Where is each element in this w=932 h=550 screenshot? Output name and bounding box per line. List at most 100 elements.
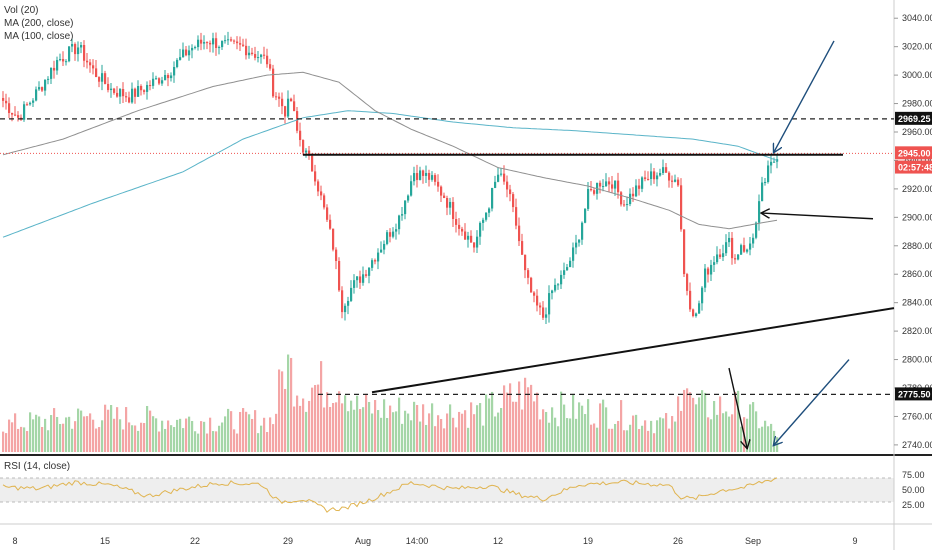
candle-body	[212, 38, 215, 45]
candle-body	[467, 235, 470, 240]
candle-body	[713, 262, 716, 265]
volume-bar	[281, 371, 284, 452]
candle-body	[725, 242, 728, 254]
volume-bar	[77, 408, 80, 452]
volume-bar	[131, 425, 134, 452]
candle-body	[449, 201, 452, 208]
volume-bar	[560, 391, 563, 452]
volume-bar	[257, 433, 260, 452]
candle-body	[662, 167, 665, 174]
volume-bar	[293, 406, 296, 452]
candle-body	[272, 68, 275, 97]
price-label-text: 02:57:48	[898, 163, 932, 173]
volume-bar	[770, 423, 773, 452]
volume-bar	[746, 418, 749, 452]
candle-body	[656, 175, 659, 180]
candle-body	[119, 89, 122, 97]
candle-body	[767, 165, 770, 183]
candle-body	[71, 44, 74, 47]
volume-bar	[434, 426, 437, 452]
volume-bar	[614, 423, 617, 452]
candle-body	[23, 104, 26, 120]
volume-bar	[341, 403, 344, 452]
volume-bar	[194, 431, 197, 452]
candle-body	[287, 98, 290, 117]
volume-bar	[590, 424, 593, 452]
volume-bar	[542, 409, 545, 452]
volume-bar	[728, 416, 731, 452]
candle-body	[170, 75, 173, 79]
candle-body	[227, 39, 230, 41]
volume-bar	[110, 405, 113, 452]
volume-bar	[392, 412, 395, 452]
candle-body	[26, 104, 29, 106]
candle-body	[167, 75, 170, 79]
candle-body	[185, 49, 188, 56]
volume-bar	[767, 426, 770, 452]
candle-body	[203, 42, 206, 44]
volume-bar	[653, 433, 656, 452]
candle-body	[461, 228, 464, 232]
candle-body	[110, 88, 113, 91]
volume-bar	[497, 412, 500, 452]
volume-bar	[389, 405, 392, 452]
price-tick-label: 2860.00	[902, 269, 932, 279]
volume-bar	[674, 421, 677, 452]
candle-body	[92, 65, 95, 69]
volume-bar	[506, 392, 509, 452]
time-tick-label: Sep	[745, 536, 761, 546]
candle-body	[377, 252, 380, 262]
annotation-arrow	[774, 40, 835, 152]
candle-body	[305, 150, 308, 153]
volume-bar	[641, 425, 644, 452]
volume-bar	[149, 410, 152, 452]
volume-bar	[725, 411, 728, 452]
volume-bar	[554, 417, 557, 452]
volume-bar	[206, 433, 209, 452]
candle-body	[47, 78, 50, 80]
volume-bar	[86, 416, 89, 452]
candle-body	[419, 170, 422, 180]
candle-body	[53, 67, 56, 71]
candle-body	[338, 260, 341, 291]
volume-bar	[254, 410, 257, 452]
candle-body	[407, 195, 410, 201]
volume-bar	[200, 421, 203, 452]
candle-body	[581, 222, 584, 240]
volume-bar	[755, 411, 758, 452]
candle-body	[392, 231, 395, 237]
volume-bar	[695, 404, 698, 452]
volume-bar	[329, 406, 332, 452]
volume-bars	[2, 354, 779, 452]
volume-bar	[161, 420, 164, 452]
candle-body	[365, 274, 368, 276]
candle-body	[443, 195, 446, 198]
volume-bar	[251, 418, 254, 452]
candle-body	[359, 276, 362, 283]
volume-bar	[404, 410, 407, 452]
volume-bar	[116, 407, 119, 452]
candle-body	[176, 59, 179, 68]
candle-body	[188, 50, 191, 56]
volume-bar	[410, 420, 413, 452]
candle-body	[671, 180, 674, 182]
price-tick-label: 3000.00	[902, 70, 932, 80]
candle-body	[122, 89, 125, 97]
price-label-text: 2969.25	[898, 114, 931, 124]
volume-bar	[107, 409, 110, 452]
candle-body	[293, 101, 296, 112]
candle-body	[233, 40, 236, 42]
candle-body	[578, 239, 581, 243]
volume-bar	[662, 418, 665, 452]
candle-body	[134, 88, 137, 97]
candle-body	[329, 219, 332, 229]
volume-bar	[758, 428, 761, 452]
price-tick-label: 2740.00	[902, 440, 932, 450]
volume-bar	[428, 413, 431, 452]
price-label-box	[895, 146, 932, 160]
volume-bar	[125, 407, 128, 452]
volume-bar	[548, 422, 551, 452]
candle-body	[623, 204, 626, 206]
